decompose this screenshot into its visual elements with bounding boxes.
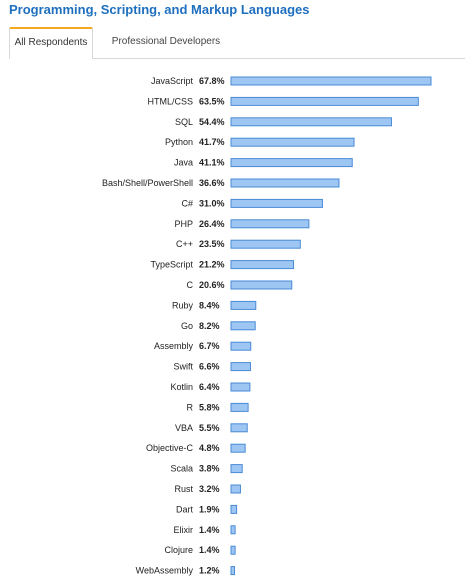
category-label-elixir: Elixir xyxy=(174,525,194,535)
category-label-webassembly: WebAssembly xyxy=(136,566,194,576)
category-label-swift: Swift xyxy=(173,362,193,372)
value-label-vba: 5.5% xyxy=(199,423,220,433)
category-label-python: Python xyxy=(165,137,193,147)
category-label-go: Go xyxy=(181,321,193,331)
bar-c xyxy=(230,280,293,290)
bar-c xyxy=(230,198,323,208)
value-label-go: 8.2% xyxy=(199,321,220,331)
category-label-c: C xyxy=(187,280,194,290)
page-title: Programming, Scripting, and Markup Langu… xyxy=(9,2,310,17)
bar-php xyxy=(230,219,310,229)
tab-professional-developers[interactable]: Professional Developers xyxy=(111,36,221,47)
category-label-kotlin: Kotlin xyxy=(170,382,193,392)
bar-python xyxy=(230,137,355,147)
category-label-rust: Rust xyxy=(174,484,193,494)
value-label-webassembly: 1.2% xyxy=(199,566,220,576)
category-label-clojure: Clojure xyxy=(164,545,193,555)
value-label-dart: 1.9% xyxy=(199,504,220,514)
value-label-php: 26.4% xyxy=(199,219,225,229)
value-label-kotlin: 6.4% xyxy=(199,382,220,392)
bar-objective-c xyxy=(230,443,246,453)
bar-go xyxy=(230,321,256,331)
category-label-c: C# xyxy=(181,198,193,208)
bar-clojure xyxy=(230,545,236,555)
value-label-c: 20.6% xyxy=(199,280,225,290)
category-label-java: Java xyxy=(174,158,193,168)
bar-rust xyxy=(230,484,241,494)
category-label-sql: SQL xyxy=(175,117,193,127)
category-label-assembly: Assembly xyxy=(154,341,194,351)
value-label-javascript: 67.8% xyxy=(199,76,225,86)
bar-vba xyxy=(230,423,248,433)
value-label-elixir: 1.4% xyxy=(199,525,220,535)
value-label-html-css: 63.5% xyxy=(199,96,225,106)
category-label-html-css: HTML/CSS xyxy=(147,96,193,106)
bar-sql xyxy=(230,117,392,127)
bar-java xyxy=(230,158,353,168)
value-label-objective-c: 4.8% xyxy=(199,443,220,453)
bar-c xyxy=(230,239,301,249)
value-label-scala: 3.8% xyxy=(199,464,220,474)
value-label-sql: 54.4% xyxy=(199,117,225,127)
bar-html-css xyxy=(230,96,419,106)
bar-webassembly xyxy=(230,566,236,576)
category-label-r: R xyxy=(187,402,194,412)
bar-javascript xyxy=(230,76,432,86)
bar-r xyxy=(230,402,249,412)
value-label-c: 23.5% xyxy=(199,239,225,249)
value-label-r: 5.8% xyxy=(199,402,220,412)
value-label-bash-shell-powershell: 36.6% xyxy=(199,178,225,188)
category-label-javascript: JavaScript xyxy=(151,76,194,86)
bar-dart xyxy=(230,504,238,514)
tab-all-respondents[interactable]: All Respondents xyxy=(9,27,93,59)
value-label-assembly: 6.7% xyxy=(199,341,220,351)
category-label-php: PHP xyxy=(174,219,193,229)
category-label-c: C++ xyxy=(176,239,193,249)
bar-typescript xyxy=(230,260,295,270)
category-label-bash-shell-powershell: Bash/Shell/PowerShell xyxy=(102,178,193,188)
tab-bar: All Respondents Professional Developers xyxy=(9,27,465,59)
bar-kotlin xyxy=(230,382,251,392)
category-label-typescript: TypeScript xyxy=(150,260,193,270)
value-label-typescript: 21.2% xyxy=(199,260,225,270)
bar-assembly xyxy=(230,341,252,351)
category-label-scala: Scala xyxy=(170,464,193,474)
value-label-c: 31.0% xyxy=(199,198,225,208)
value-label-swift: 6.6% xyxy=(199,362,220,372)
bar-scala xyxy=(230,464,243,474)
value-label-java: 41.1% xyxy=(199,158,225,168)
bar-ruby xyxy=(230,300,257,310)
category-label-objective-c: Objective-C xyxy=(146,443,194,453)
bar-elixir xyxy=(230,525,236,535)
category-label-ruby: Ruby xyxy=(172,300,194,310)
value-label-python: 41.7% xyxy=(199,137,225,147)
value-label-clojure: 1.4% xyxy=(199,545,220,555)
category-label-dart: Dart xyxy=(176,504,194,514)
value-label-ruby: 8.4% xyxy=(199,300,220,310)
category-label-vba: VBA xyxy=(175,423,193,433)
bar-bash-shell-powershell xyxy=(230,178,340,188)
value-label-rust: 3.2% xyxy=(199,484,220,494)
bar-swift xyxy=(230,362,251,372)
